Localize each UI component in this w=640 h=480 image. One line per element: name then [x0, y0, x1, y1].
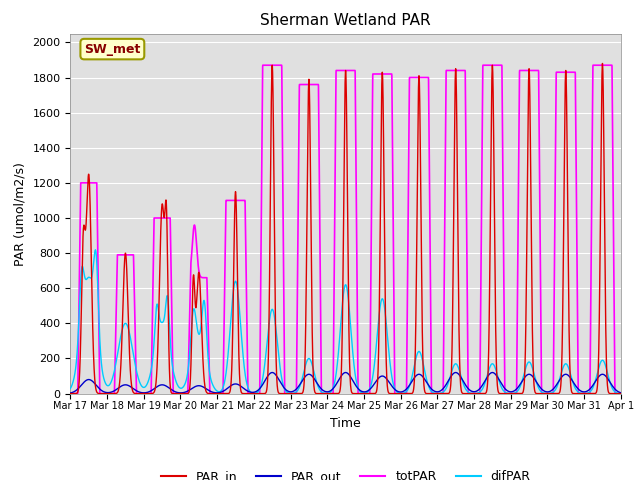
X-axis label: Time: Time — [330, 417, 361, 430]
Y-axis label: PAR (umol/m2/s): PAR (umol/m2/s) — [14, 162, 27, 265]
Legend: PAR_in, PAR_out, totPAR, difPAR: PAR_in, PAR_out, totPAR, difPAR — [156, 465, 536, 480]
Text: SW_met: SW_met — [84, 43, 141, 56]
Title: Sherman Wetland PAR: Sherman Wetland PAR — [260, 13, 431, 28]
